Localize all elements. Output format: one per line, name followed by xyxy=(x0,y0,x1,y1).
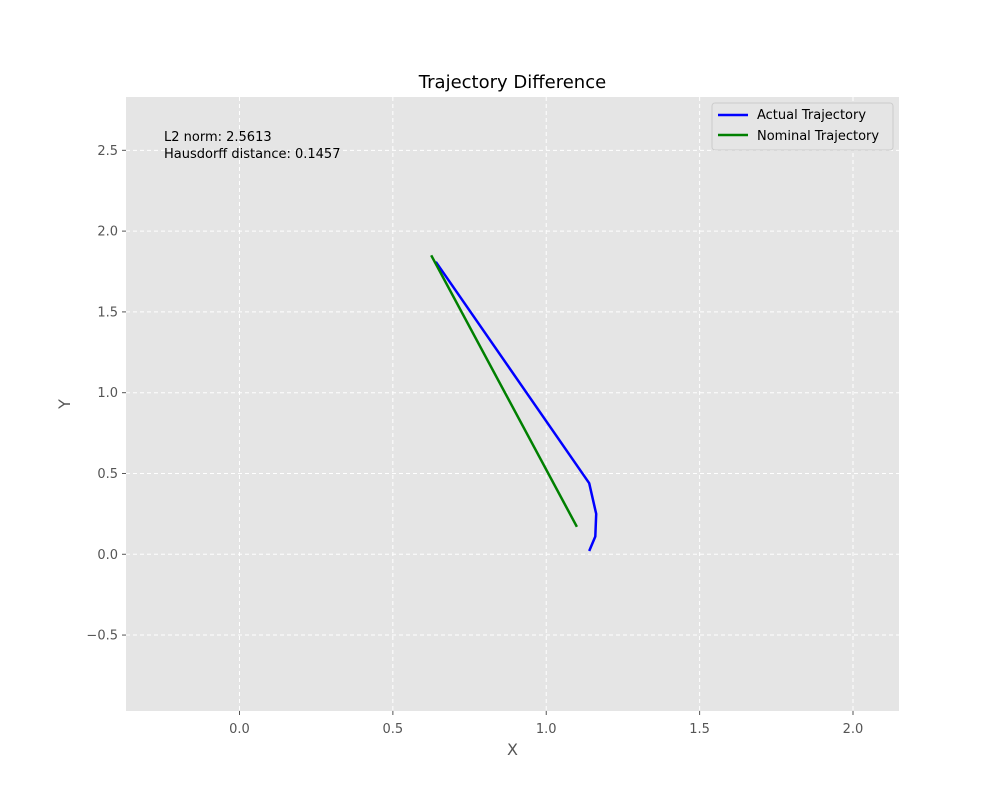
x-tick-label: 0.0 xyxy=(229,722,250,737)
l2-norm-annotation: L2 norm: 2.5613 xyxy=(164,130,272,145)
y-tick-label: 0.5 xyxy=(97,467,118,482)
y-tick-label: 2.5 xyxy=(97,144,118,159)
chart-title: Trajectory Difference xyxy=(418,72,606,93)
plot-area xyxy=(126,97,899,711)
legend-box xyxy=(711,102,894,151)
y-tick-label: 2.0 xyxy=(97,225,118,240)
y-tick-label: 1.0 xyxy=(97,386,118,401)
series-lines xyxy=(430,254,598,552)
legend: Actual Trajectory Nominal Trajectory xyxy=(711,102,894,151)
x-tick-label: 1.0 xyxy=(536,722,557,737)
x-axis-label: X xyxy=(507,740,518,759)
series-line-nominal xyxy=(430,254,579,528)
x-axis-ticks: 0.0 0.5 1.0 1.5 2.0 xyxy=(229,711,863,737)
y-tick-label: 0.0 xyxy=(97,548,118,563)
y-axis-ticks: −0.5 0.0 0.5 1.0 1.5 2.0 2.5 xyxy=(86,144,126,644)
hausdorff-annotation: Hausdorff distance: 0.1457 xyxy=(164,147,340,162)
y-axis-label: Y xyxy=(55,399,74,410)
legend-label-actual: Actual Trajectory xyxy=(757,108,866,123)
series-line-actual xyxy=(434,261,598,552)
y-tick-label: −0.5 xyxy=(86,629,118,644)
x-tick-label: 0.5 xyxy=(383,722,404,737)
legend-label-nominal: Nominal Trajectory xyxy=(757,129,879,144)
x-tick-label: 2.0 xyxy=(843,722,864,737)
y-tick-label: 1.5 xyxy=(97,305,118,320)
x-tick-label: 1.5 xyxy=(689,722,710,737)
